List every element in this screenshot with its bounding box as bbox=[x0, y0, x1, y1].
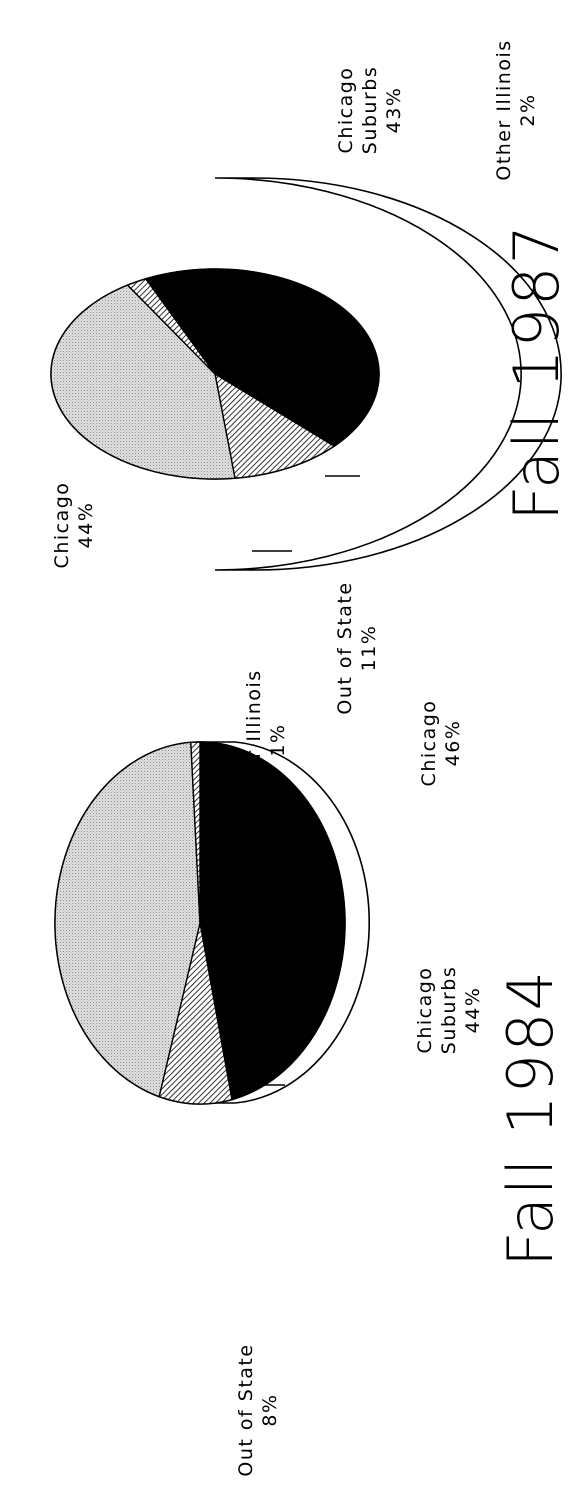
label-1984-out-of-state: Out of State 8% bbox=[235, 1343, 281, 1476]
label-1987-chicago-suburbs-name-line1: Chicago bbox=[335, 67, 357, 154]
label-1984-chicago: Chicago 46% bbox=[418, 700, 464, 787]
label-1987-out-of-state: Out of State 11% bbox=[334, 581, 380, 714]
pie-1984-slice-chicago-suburbs bbox=[54, 741, 201, 1098]
label-1984-chicago-suburbs-value: 44% bbox=[462, 987, 484, 1034]
label-1987-chicago-suburbs-value: 43% bbox=[383, 87, 405, 134]
label-1987-chicago-suburbs-name-line2: Suburbs bbox=[359, 66, 381, 154]
pie-1987-rim bbox=[214, 177, 562, 571]
pie-1987-slice-chicago bbox=[144, 268, 380, 447]
label-1984-chicago-suburbs: Chicago Suburbs 44% bbox=[414, 966, 484, 1054]
title-fall-1984: Fall 1984 bbox=[494, 969, 567, 1267]
label-1987-chicago: Chicago 44% bbox=[51, 482, 97, 569]
label-1984-chicago-suburbs-name-line1: Chicago bbox=[414, 967, 436, 1054]
pie-fall-1984: Chicago 46% Other Illinois 1% Chicago Su… bbox=[54, 669, 567, 1477]
pie-1987-slice-chicago-suburbs bbox=[50, 284, 236, 480]
label-1984-other-illinois: Other Illinois 1% bbox=[243, 669, 289, 810]
label-1987-chicago-name: Chicago bbox=[51, 482, 73, 569]
label-1987-out-of-state-name: Out of State bbox=[334, 581, 356, 714]
pie-1984-slice-chicago bbox=[199, 741, 346, 1101]
pie-1984-slice-out-of-state bbox=[158, 922, 233, 1105]
pie-fall-1987: Other Illinois 2% Chicago Suburbs 43% Ch… bbox=[50, 39, 573, 715]
label-1984-chicago-name: Chicago bbox=[418, 700, 440, 787]
pie-1987-slice-out-of-state bbox=[214, 372, 336, 479]
label-1987-other-illinois-name: Other Illinois bbox=[493, 39, 515, 180]
label-1984-chicago-value: 46% bbox=[442, 720, 464, 767]
label-1984-other-illinois-value: 1% bbox=[267, 723, 289, 756]
label-1987-other-illinois-value: 2% bbox=[517, 93, 539, 126]
label-1984-out-of-state-value: 8% bbox=[259, 1393, 281, 1426]
pie-1984-slice-other-illinois bbox=[190, 741, 201, 924]
label-1984-chicago-suburbs-name-line2: Suburbs bbox=[438, 966, 460, 1054]
label-1987-out-of-state-value: 11% bbox=[358, 625, 380, 672]
label-1987-chicago-suburbs: Chicago Suburbs 43% bbox=[335, 66, 405, 154]
label-1984-out-of-state-name: Out of State bbox=[235, 1343, 257, 1476]
pie-1987-slices bbox=[50, 268, 380, 480]
pie-1987-slice-other-illinois bbox=[126, 278, 216, 375]
label-1987-other-illinois: Other Illinois 2% bbox=[493, 39, 539, 180]
pie-1984-slices bbox=[54, 741, 346, 1105]
title-fall-1987: Fall 1987 bbox=[500, 223, 573, 521]
label-1984-other-illinois-name: Other Illinois bbox=[243, 669, 265, 810]
label-1987-chicago-value: 44% bbox=[75, 502, 97, 549]
